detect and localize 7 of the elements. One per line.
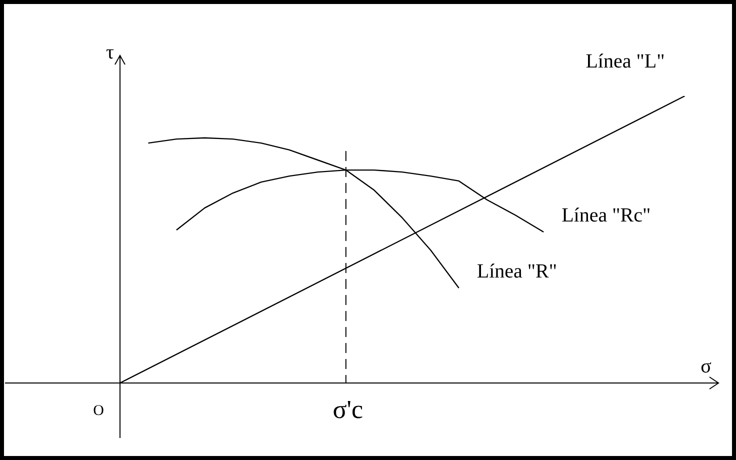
series-label: Línea "L" <box>586 50 665 72</box>
series-label: Línea "Rc" <box>562 204 651 226</box>
text: O <box>93 402 104 419</box>
x-axis-title: σ <box>700 355 712 378</box>
y-axis-title: τ <box>106 41 114 64</box>
text: σ'c <box>332 394 364 424</box>
series-label: Línea "R" <box>476 260 558 282</box>
